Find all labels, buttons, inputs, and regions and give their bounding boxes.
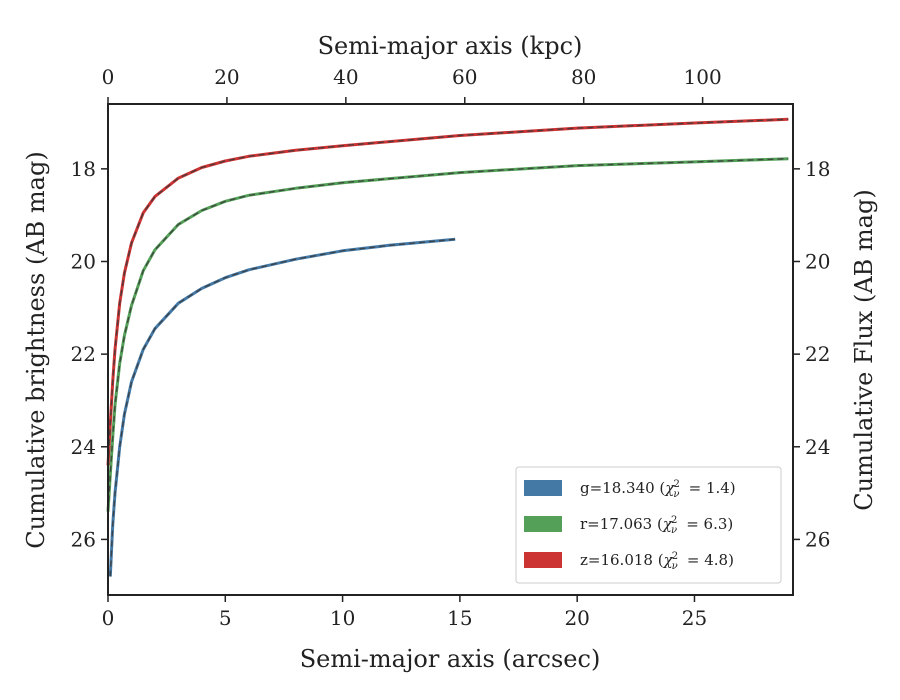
x2-tick-label: 100 — [684, 65, 722, 89]
x2-tick-label: 60 — [452, 65, 477, 89]
x-tick-label: 5 — [219, 606, 232, 630]
y2-tick-label: 20 — [805, 249, 830, 273]
y-tick-label: 24 — [71, 435, 96, 459]
x-tick-label: 25 — [682, 606, 707, 630]
x-tick-label: 0 — [102, 606, 115, 630]
x-axis-label: Semi-major axis (arcsec) — [300, 645, 601, 673]
x2-tick-label: 0 — [102, 65, 115, 89]
x2-axis-label: Semi-major axis (kpc) — [318, 32, 583, 60]
y-tick-label: 22 — [71, 342, 96, 366]
y-tick-label: 18 — [71, 157, 96, 181]
x-tick-label: 10 — [330, 606, 355, 630]
x-tick-label: 15 — [447, 606, 472, 630]
plot-frame — [107, 103, 794, 596]
legend-label-2: z=16.018 (χν2 = 4.8) — [580, 551, 734, 572]
legend-box — [515, 466, 782, 584]
x-tick-label: 20 — [564, 606, 589, 630]
y-axis-label: Cumulative brightness (AB mag) — [22, 151, 50, 548]
y2-tick-label: 26 — [805, 527, 830, 551]
legend-swatch-1 — [524, 516, 562, 532]
y2-tick-label: 18 — [805, 157, 830, 181]
ticks-layer: 0 5 10 15 20 25 0 20 40 60 80 100 18 18 20 20 22 22 24 24 26… — [71, 65, 831, 630]
legend-label-1: r=17.063 (χν2 = 6.3) — [580, 515, 733, 536]
x2-tick-label: 40 — [333, 65, 358, 89]
series-layer — [106, 117, 789, 577]
legend: g=18.340 (χν2 = 1.4) r=17.063 (χν2 = 6.3)… — [515, 466, 782, 584]
y-tick-label: 20 — [71, 249, 96, 273]
x2-tick-label: 20 — [214, 65, 239, 89]
legend-swatch-2 — [524, 552, 562, 568]
y-tick-label: 26 — [71, 527, 96, 551]
x2-tick-label: 80 — [571, 65, 596, 89]
y2-tick-label: 24 — [805, 435, 830, 459]
y2-axis-label: Cumulative Flux (AB mag) — [850, 189, 878, 510]
series-model-line-1 — [107, 158, 789, 512]
legend-swatch-0 — [524, 480, 562, 496]
y2-tick-label: 22 — [805, 342, 830, 366]
series-model-line-2 — [107, 118, 789, 466]
series-model-line-0 — [109, 238, 456, 577]
legend-label-0: g=18.340 (χν2 = 1.4) — [580, 479, 736, 500]
